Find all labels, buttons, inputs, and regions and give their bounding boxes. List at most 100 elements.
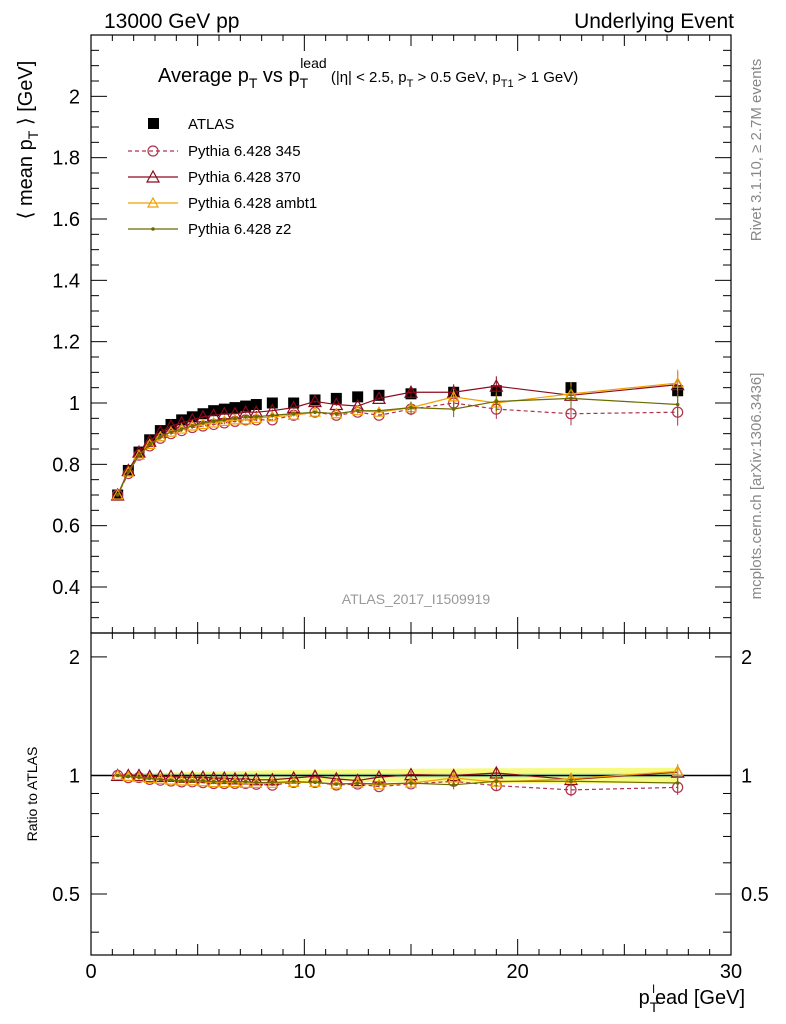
ratio-data-point — [115, 773, 120, 778]
data-point — [115, 493, 120, 497]
data-point — [451, 407, 456, 411]
side-rivet-label: Rivet 3.1.10, ≥ 2.7M events — [748, 59, 765, 242]
data-point — [266, 410, 279, 422]
data-point — [147, 442, 152, 447]
atlas-data-point — [176, 414, 188, 426]
data-point — [447, 390, 460, 402]
ratio-data-point — [131, 768, 147, 782]
data-point — [313, 410, 317, 415]
atlas-data-point — [352, 391, 364, 403]
y-axis-label-main: ⟨ mean pT ⟩ [GeV] — [15, 61, 41, 220]
data-point — [208, 418, 220, 431]
side-mcplots-label: mcplots.cern.ch [arXiv:1306.3436] — [748, 373, 765, 600]
data-point — [254, 415, 259, 419]
legend-label-p370: Pythia 6.428 370 — [188, 169, 301, 186]
legend-entry-p345: Pythia 6.428 345 — [128, 143, 301, 160]
header-energy: 13000 GeV pp — [104, 10, 239, 33]
ratio-data-point — [233, 779, 237, 784]
legend-entry-z2: Pythia 6.428 z2 — [128, 221, 291, 238]
atlas-data-point — [186, 411, 198, 423]
header-event-type: Underlying Event — [574, 10, 734, 33]
main-panel-frame — [90, 34, 732, 634]
legend-entry-ambt1: Pythia 6.428 ambt1 — [128, 195, 317, 212]
analysis-watermark: ATLAS_2017_I1509919 — [342, 591, 491, 607]
legend-entry-atlas: ATLAS — [148, 116, 234, 133]
data-point — [239, 413, 252, 425]
ratio-data-point — [137, 775, 141, 780]
ratio-data-point — [494, 779, 499, 784]
data-point — [355, 408, 360, 413]
ratio-series-4 — [115, 773, 680, 791]
data-point — [137, 453, 141, 457]
data-point — [403, 385, 419, 398]
legend-label-atlas: ATLAS — [188, 116, 234, 133]
data-point — [250, 412, 263, 423]
data-point — [250, 414, 262, 426]
y-tick-label: 1.4 — [52, 270, 80, 292]
x-tick-label: 20 — [507, 961, 529, 983]
data-point — [169, 430, 173, 434]
data-point — [671, 376, 684, 388]
data-point — [489, 378, 504, 392]
ratio-data-point — [201, 779, 205, 783]
ratio-data-point — [222, 779, 227, 784]
ratio-y-tick-label-right: 0.5 — [741, 884, 769, 906]
ratio-panel-frame — [90, 632, 732, 956]
axis-ticks — [90, 34, 732, 955]
data-point — [218, 415, 231, 426]
y-tick-label: 0.4 — [52, 577, 80, 599]
data-point — [243, 415, 248, 419]
series-4 — [115, 386, 680, 497]
ratio-data-point — [371, 769, 387, 783]
x-tick-label: 0 — [85, 961, 96, 983]
series-3 — [111, 369, 684, 500]
ratio-data-point — [227, 771, 243, 785]
data-point — [330, 409, 342, 421]
x-tick-label: 30 — [720, 961, 742, 983]
data-point — [211, 419, 216, 424]
series-2 — [110, 371, 685, 501]
data-point — [270, 413, 275, 418]
ratio-y-tick-label-right: 2 — [741, 647, 752, 669]
data-point — [372, 405, 386, 417]
data-point — [218, 417, 230, 429]
atlas-data-point — [288, 397, 300, 409]
data-point — [179, 427, 184, 431]
y-axis-label-ratio: Ratio to ATLAS — [24, 747, 40, 842]
ratio-data-point — [409, 781, 413, 785]
data-point — [158, 434, 163, 439]
data-point — [371, 391, 387, 404]
ratio-data-point — [291, 779, 296, 784]
ratio-y-tick-label-right: 1 — [741, 765, 752, 787]
y-tick-label: 1.2 — [52, 332, 80, 354]
y-tick-label: 1.8 — [52, 148, 80, 170]
legend-label-z2: Pythia 6.428 z2 — [188, 221, 291, 238]
atlas-data-point — [373, 389, 385, 401]
ratio-data-point — [179, 779, 184, 783]
data-point — [569, 396, 573, 401]
y-tick-label: 0.6 — [52, 516, 80, 538]
ratio-data-point — [190, 779, 195, 783]
legend-label-ambt1: Pythia 6.428 ambt1 — [188, 195, 317, 212]
data-point — [143, 438, 156, 449]
ratio-data-point — [671, 765, 684, 776]
data-point — [122, 465, 135, 477]
atlas-data-point — [218, 403, 230, 415]
ratio-data-point — [147, 776, 152, 781]
legend-entry-p370: Pythia 6.428 370 — [128, 169, 301, 186]
data-point — [126, 470, 131, 474]
ratio-y-tick-label: 0.5 — [52, 884, 80, 906]
ratio-data-point — [270, 780, 275, 785]
ratio-data-point — [569, 779, 573, 784]
data-point — [222, 418, 227, 422]
legend: ATLAS Pythia 6.428 345 Pythia 6.428 370 … — [128, 116, 317, 238]
data-point — [334, 411, 339, 416]
ratio-data-point — [254, 780, 259, 785]
ratio-panel-series — [110, 764, 685, 797]
main-panel-series — [110, 369, 685, 501]
axis-tick-labels: 0 10 20 30 0.4 0.6 0.8 1 1.2 1.4 1.6 1.8 2 0.5 0.5 1 1 2 2 — [52, 86, 769, 983]
y-tick-label: 1.6 — [52, 209, 80, 231]
ratio-data-point — [142, 769, 157, 783]
data-point — [111, 488, 124, 500]
ratio-data-point — [111, 769, 124, 781]
